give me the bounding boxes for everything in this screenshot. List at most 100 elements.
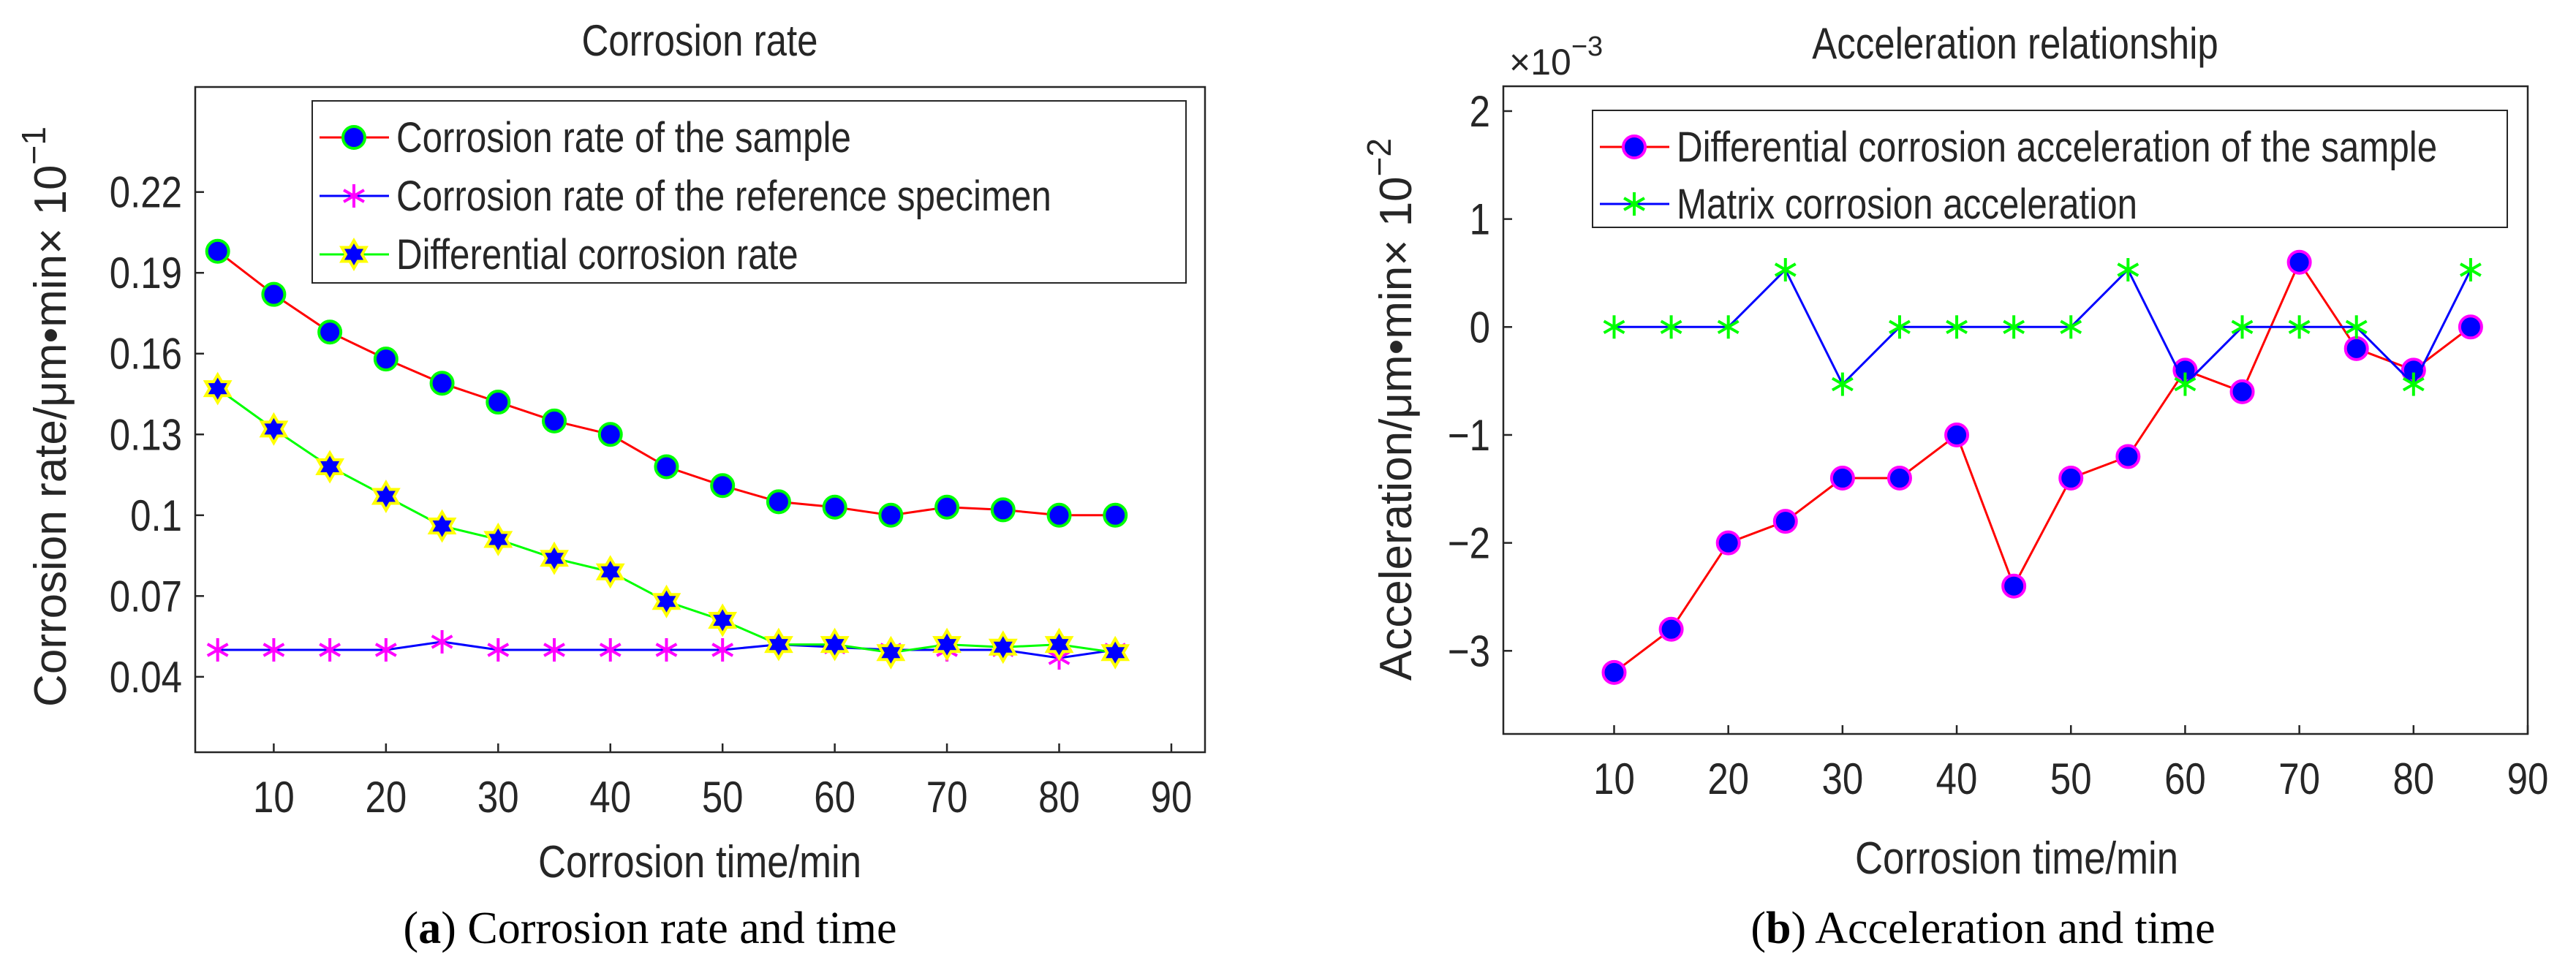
y-tick-label: 0.22 [110, 168, 182, 217]
data-point [932, 627, 962, 662]
data-point [1831, 372, 1854, 396]
data-point [374, 638, 397, 662]
x-axis-label: Corrosion time/min [1855, 833, 2178, 884]
caption-text: Acceleration and time [1806, 904, 2215, 953]
data-point [2343, 336, 2369, 361]
data-point [878, 502, 904, 528]
data-point [2458, 314, 2483, 340]
asterisk-stroke [1717, 319, 1740, 335]
data-point [2060, 315, 2082, 339]
legend-label: Differential corrosion acceleration of t… [1677, 124, 2437, 171]
y-tick-label: −2 [1448, 519, 1490, 568]
data-point [1660, 315, 1682, 339]
data-point [708, 603, 738, 637]
x-tick-label: 50 [2050, 754, 2092, 803]
series-0 [205, 238, 1128, 528]
chart-b: 10 20 30 40 50 60 70 80 90 −3 −2 −1 0 1 2 Acceleration … [1360, 19, 2548, 953]
x-tick-label: 60 [2164, 754, 2206, 803]
data-point [206, 638, 229, 662]
caption-paren: ) [1791, 904, 1807, 953]
data-point [1772, 509, 1798, 534]
data-point [1046, 502, 1072, 528]
caption-paren: ) [441, 904, 456, 953]
data-point [822, 494, 847, 520]
x-tick-label: 80 [2392, 754, 2434, 803]
series-line [1613, 260, 2471, 673]
asterisk-stroke [374, 643, 397, 657]
y-tick-label: 0.19 [110, 249, 182, 298]
caption-letter: a [418, 904, 441, 953]
data-point [2003, 315, 2025, 339]
legend: Differential corrosion acceleration of t… [1592, 110, 2508, 228]
y-tick-label: 1 [1470, 195, 1490, 244]
data-point [427, 509, 457, 543]
asterisk-stroke [206, 643, 229, 657]
y-axis-label: Acceleration/μm•min× 10−2 [1360, 138, 1421, 681]
y-tick-label: 0.04 [110, 653, 182, 702]
series-2 [203, 371, 1130, 670]
data-point [1944, 422, 1970, 447]
data-point [262, 638, 285, 662]
legend-marker [1622, 135, 1647, 159]
data-point [543, 638, 565, 662]
data-point [2117, 258, 2139, 282]
axis-multiplier-exponent: −3 [1571, 31, 1603, 62]
asterisk-stroke [655, 643, 678, 657]
asterisk-stroke [319, 643, 341, 657]
legend-box [311, 100, 1187, 284]
legend-label: Corrosion rate of the sample [396, 114, 851, 162]
data-point [654, 454, 679, 480]
asterisk-stroke [1774, 262, 1797, 277]
x-tick-label: 50 [702, 773, 744, 822]
data-point [429, 371, 455, 396]
data-point [934, 494, 960, 520]
y-tick-label: 0.13 [110, 410, 182, 459]
data-point [1946, 315, 1968, 339]
y-tick-label: −3 [1448, 626, 1490, 675]
legend-label: Corrosion rate of the reference specimen [396, 173, 1051, 220]
asterisk-stroke [343, 189, 365, 203]
data-point [1886, 466, 1912, 491]
data-point [1044, 627, 1074, 662]
data-point [990, 497, 1016, 523]
data-point [820, 627, 850, 662]
caption-paren: ( [1750, 904, 1766, 953]
data-point [764, 627, 793, 662]
x-tick-label: 40 [1936, 754, 1978, 803]
y-tick-label: 0 [1470, 303, 1490, 352]
x-tick-label: 90 [1151, 773, 1193, 822]
y-tick-label: 2 [1470, 87, 1490, 136]
legend-label: Differential corrosion rate [396, 231, 798, 279]
data-point [431, 629, 453, 654]
asterisk-stroke [2231, 319, 2254, 335]
data-point [1100, 635, 1130, 670]
legend-marker [343, 184, 365, 208]
asterisk-stroke [1623, 197, 1645, 211]
data-point [651, 584, 681, 618]
y-tick-label: −1 [1448, 411, 1490, 460]
data-point [2231, 315, 2254, 339]
data-point [876, 635, 906, 670]
axis-multiplier: ×10−3 [1509, 31, 1603, 83]
data-point [2115, 444, 2141, 469]
data-point [710, 473, 736, 499]
data-point [1603, 315, 1625, 339]
legend-marker [339, 238, 369, 271]
x-tick-label: 20 [365, 773, 407, 822]
data-point [2459, 258, 2482, 282]
x-axis-label: Corrosion time/min [538, 837, 861, 887]
asterisk-stroke [2003, 319, 2025, 335]
asterisk-stroke [2402, 376, 2425, 392]
asterisk-stroke [487, 643, 510, 657]
asterisk-stroke [2459, 262, 2482, 277]
caption: (a) Corrosion rate and time [404, 904, 897, 953]
x-tick-label: 80 [1038, 773, 1080, 822]
data-point [2174, 372, 2197, 396]
series-1 [1603, 258, 2482, 396]
y-tick-label: 0.16 [110, 330, 182, 379]
legend-box [1592, 110, 2508, 228]
y-tick-label: 0.1 [130, 491, 182, 540]
caption: (b) Acceleration and time [1750, 904, 2215, 953]
legend-marker [1623, 192, 1645, 216]
data-point [261, 281, 287, 307]
